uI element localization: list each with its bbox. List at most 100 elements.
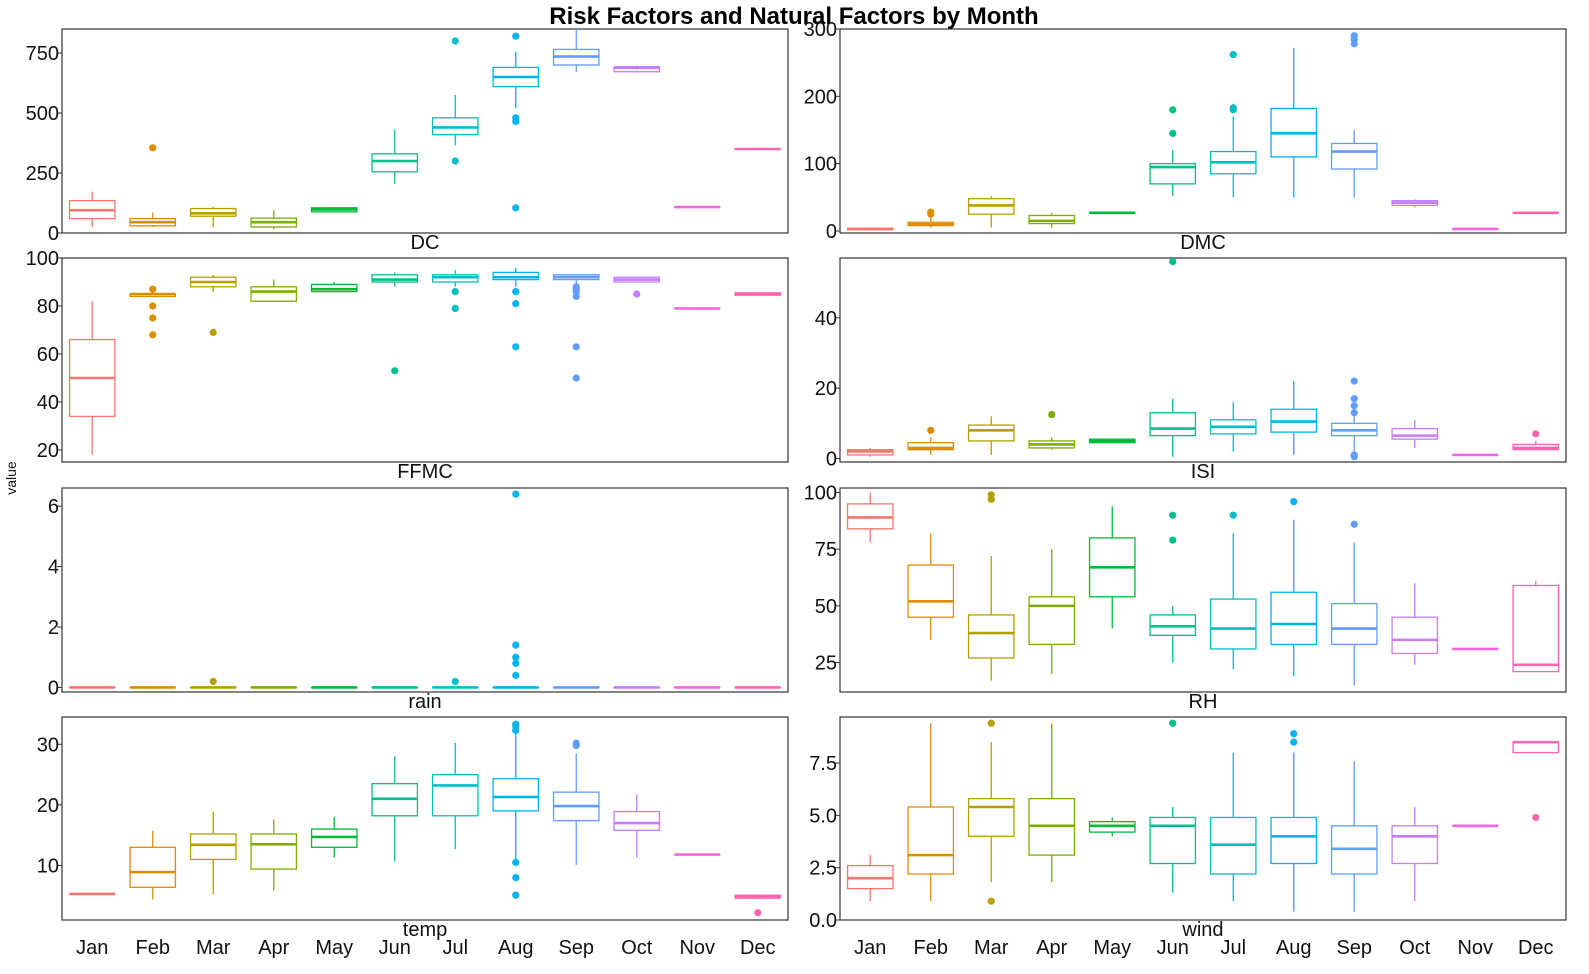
y-tick-label: 25 [815,653,837,675]
outlier-point [988,720,995,727]
iqr-box [372,154,417,172]
outlier-point [512,654,519,661]
x-tick-label: Jul [442,937,468,959]
outlier-point [927,427,934,434]
x-tick-label: Aug [1276,937,1312,959]
outlier-point [512,300,519,307]
iqr-box [1271,817,1316,863]
outlier-point [1351,451,1358,458]
iqr-box [251,834,296,869]
panel-border [62,717,788,920]
x-tick-label: May [1093,937,1131,959]
y-tick-label: 2.5 [809,858,837,880]
outlier-point [512,721,519,728]
y-tick-label: 0 [826,221,837,243]
x-tick-label: Jan [76,937,108,959]
panel-label-rh: RH [1189,691,1218,713]
outlier-point [1290,498,1297,505]
outlier-point [452,288,459,295]
x-tick-label: Nov [679,937,715,959]
outlier-point [1230,512,1237,519]
y-tick-label: 10 [37,855,59,877]
iqr-box [433,775,478,816]
iqr-box [1392,429,1437,440]
y-tick-label: 100 [804,154,837,176]
outlier-point [512,892,519,899]
iqr-box [1513,742,1558,752]
iqr-box [1332,604,1377,645]
y-tick-label: 40 [815,308,837,330]
y-tick-label: 500 [26,103,59,125]
outlier-point [988,898,995,905]
iqr-box [1211,599,1256,649]
iqr-box [908,807,953,874]
iqr-box [1150,817,1195,863]
x-tick-label: Feb [914,937,948,959]
outlier-point [1230,104,1237,111]
outlier-point [452,37,459,44]
box-jan [848,228,893,229]
outlier-point [149,302,156,309]
outlier-point [1290,730,1297,737]
outlier-point [1169,106,1176,113]
outlier-point [1351,521,1358,528]
panel-border [840,29,1566,233]
outlier-point [573,374,580,381]
y-tick-label: 5.0 [809,805,837,827]
x-tick-label: Apr [1036,937,1067,959]
y-tick-label: 30 [37,734,59,756]
outlier-point [1532,430,1539,437]
panel-label-dc: DC [411,232,440,254]
chart-title: Risk Factors and Natural Factors by Mont… [549,3,1038,30]
outlier-point [1169,258,1176,265]
outlier-point [512,874,519,881]
x-tick-label: Jun [1157,937,1189,959]
x-tick-label: Sep [558,937,594,959]
iqr-box [908,565,953,617]
panel-label-isi: ISI [1191,461,1215,483]
y-tick-label: 20 [815,378,837,400]
iqr-box [1332,143,1377,169]
x-tick-label: Dec [1518,937,1554,959]
y-axis-label: value [3,461,19,495]
y-tick-label: 50 [815,596,837,618]
outlier-point [573,343,580,350]
y-tick-label: 60 [37,344,59,366]
iqr-box [1392,826,1437,864]
y-tick-label: 40 [37,392,59,414]
iqr-box [969,799,1014,837]
iqr-box [493,779,538,811]
outlier-point [512,33,519,40]
outlier-point [452,678,459,685]
y-tick-label: 4 [48,557,59,579]
outlier-point [512,343,519,350]
outlier-point [210,329,217,336]
x-tick-label: May [315,937,353,959]
outlier-point [1048,411,1055,418]
outlier-point [1169,720,1176,727]
y-tick-label: 20 [37,440,59,462]
outlier-point [512,859,519,866]
outlier-point [149,286,156,293]
outlier-point [512,204,519,211]
iqr-box [1150,413,1195,436]
panel-border [62,29,788,233]
outlier-point [149,331,156,338]
outlier-point [149,144,156,151]
panel-border [62,488,788,692]
box-may [312,207,357,213]
outlier-point [754,909,761,916]
y-tick-label: 100 [26,248,59,270]
iqr-box [251,287,296,301]
outlier-point [573,739,580,746]
outlier-point [210,678,217,685]
y-tick-label: 0.0 [809,910,837,932]
iqr-box [969,615,1014,658]
